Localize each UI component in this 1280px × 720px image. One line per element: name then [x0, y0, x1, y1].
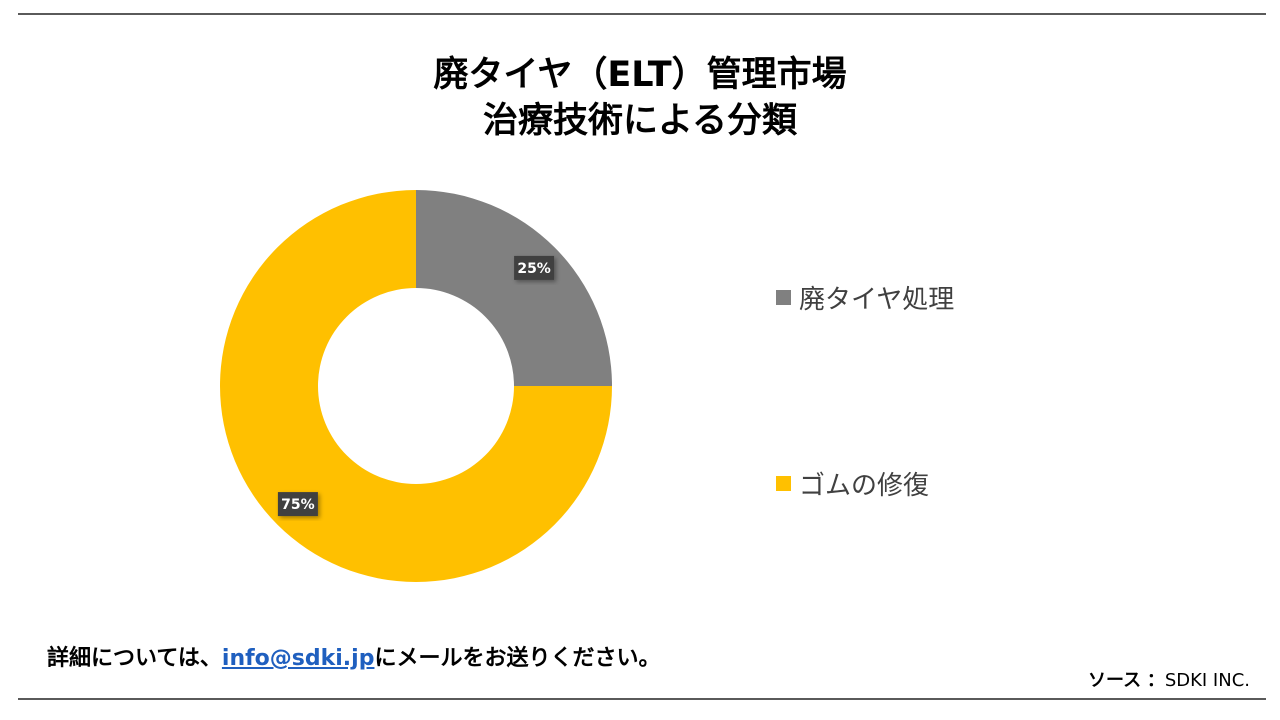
- contact-suffix: にメールをお送りください。: [374, 646, 661, 671]
- source-value: SDKI INC.: [1164, 670, 1250, 691]
- contact-prefix: 詳細については、: [47, 646, 222, 671]
- chart-title: 廃タイヤ（ELT）管理市場 治療技術による分類: [0, 52, 1280, 144]
- legend-swatch-0: [776, 290, 791, 305]
- data-label-box-0: [514, 255, 555, 280]
- legend-item-0: 廃タイヤ処理: [776, 279, 954, 316]
- top-divider: [18, 13, 1266, 15]
- legend-label-1: ゴムの修復: [799, 471, 930, 501]
- donut-slice-0: [416, 190, 612, 386]
- chart-title-line-2: 治療技術による分類: [483, 101, 797, 141]
- donut-slice-1: [220, 190, 612, 582]
- data-label-1: 75%: [277, 492, 318, 517]
- contact-note: 詳細については、info@sdki.jpにメールをお送りください。: [47, 640, 660, 672]
- bottom-divider: [18, 698, 1266, 700]
- chart-title-line-1: 廃タイヤ（ELT）管理市場: [433, 55, 847, 95]
- data-label-text-0: 25%: [517, 261, 551, 277]
- email-link[interactable]: info@sdki.jp: [221, 646, 375, 671]
- donut-chart: 25% 75%: [220, 190, 612, 582]
- data-label-0: 25%: [514, 255, 555, 280]
- legend-label-0: 廃タイヤ処理: [799, 285, 955, 315]
- source-label: ソース: [1087, 670, 1142, 691]
- source-separator: ：: [1146, 670, 1165, 691]
- data-label-box-1: [277, 492, 318, 517]
- source-credit: ソース ：SDKI INC.: [1088, 666, 1250, 692]
- legend-item-1: ゴムの修復: [776, 465, 929, 502]
- data-label-text-1: 75%: [281, 497, 315, 513]
- legend-swatch-1: [776, 476, 791, 491]
